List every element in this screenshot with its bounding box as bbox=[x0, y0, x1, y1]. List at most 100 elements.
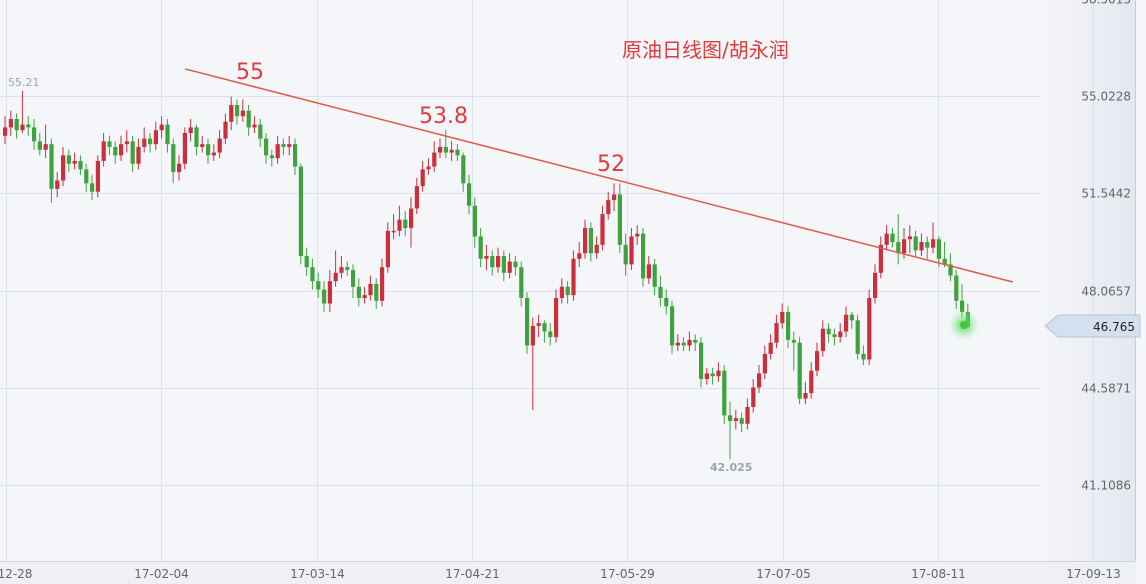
candle-up bbox=[577, 242, 582, 268]
candle-body bbox=[635, 233, 640, 237]
candle-body bbox=[594, 244, 599, 254]
candle-body bbox=[675, 342, 680, 346]
chart-title: 原油日线图/胡永润 bbox=[622, 38, 789, 62]
candle-up bbox=[809, 362, 814, 399]
last-price-tag: 46.765 bbox=[1044, 314, 1141, 338]
candle-up bbox=[438, 138, 443, 159]
candle-up bbox=[136, 138, 141, 170]
high-label: 55.21 bbox=[8, 76, 40, 89]
candle-up bbox=[43, 124, 48, 159]
candle-up bbox=[240, 99, 245, 122]
candle-body bbox=[124, 141, 129, 145]
candle-down bbox=[513, 256, 518, 276]
candle-up bbox=[931, 222, 936, 254]
candle-body bbox=[130, 141, 135, 164]
candle-body bbox=[426, 166, 431, 170]
candle-body bbox=[780, 311, 785, 324]
candle-body bbox=[693, 339, 698, 343]
candle-down bbox=[623, 233, 628, 276]
candle-body bbox=[652, 264, 657, 287]
candle-up bbox=[252, 116, 257, 133]
candle-body bbox=[229, 105, 234, 122]
candle-body bbox=[641, 233, 646, 279]
candle-down bbox=[293, 138, 298, 175]
candle-body bbox=[409, 208, 414, 229]
candle-body bbox=[101, 141, 106, 161]
candle-body bbox=[704, 373, 709, 380]
candle-body bbox=[177, 163, 182, 173]
candle-body bbox=[960, 300, 965, 312]
candle-down bbox=[264, 132, 269, 164]
candle-body bbox=[716, 370, 721, 377]
x-tick-label: 17-02-04 bbox=[134, 567, 188, 581]
candle-down bbox=[791, 331, 796, 371]
candle-body bbox=[26, 124, 31, 128]
candle-up bbox=[757, 365, 762, 394]
candle-down bbox=[194, 124, 199, 156]
candle-body bbox=[240, 110, 245, 117]
candle-body bbox=[200, 144, 205, 147]
candle-body bbox=[554, 297, 559, 338]
candle-body bbox=[217, 138, 222, 153]
trendline[interactable] bbox=[184, 68, 1013, 283]
candle-body bbox=[525, 297, 530, 346]
candle-body bbox=[606, 200, 611, 215]
candle-body bbox=[8, 119, 13, 128]
candle-up bbox=[675, 334, 680, 352]
candle-body bbox=[600, 214, 605, 245]
x-axis-ticks: 12-28 17-02-04 17-03-14 17-04-21 17-05-29 17-… bbox=[0, 567, 1121, 581]
candle-body bbox=[420, 169, 425, 187]
candle-body bbox=[327, 281, 332, 304]
candle-body bbox=[333, 272, 338, 282]
candle-down bbox=[681, 337, 686, 352]
candle-down bbox=[281, 138, 286, 156]
candle-down bbox=[797, 337, 802, 405]
candle-up bbox=[716, 362, 721, 382]
candle-up bbox=[159, 116, 164, 139]
candle-body bbox=[78, 160, 83, 170]
candle-up bbox=[496, 247, 501, 273]
candle-up bbox=[432, 141, 437, 173]
candle-up bbox=[380, 258, 385, 307]
candle-up bbox=[229, 96, 234, 131]
candle-down bbox=[304, 247, 309, 276]
candle-body bbox=[757, 373, 762, 388]
candle-body bbox=[513, 261, 518, 268]
candle-body bbox=[878, 244, 883, 273]
candle-body bbox=[20, 124, 25, 131]
candle-up bbox=[768, 334, 773, 360]
candle-body bbox=[907, 236, 912, 240]
x-tick-label: 17-08-11 bbox=[911, 567, 965, 581]
candle-body bbox=[258, 124, 263, 139]
candle-up bbox=[762, 345, 767, 380]
candles bbox=[3, 90, 970, 460]
candle-body bbox=[235, 105, 240, 117]
candle-up bbox=[72, 152, 77, 170]
annotation-53-8: 53.8 bbox=[419, 104, 468, 129]
candle-body bbox=[136, 146, 141, 164]
candle-body bbox=[90, 183, 95, 192]
candle-down bbox=[113, 141, 118, 164]
candle-up bbox=[223, 113, 228, 145]
y-tick-label: 44.5871 bbox=[1081, 382, 1131, 396]
candle-body bbox=[107, 141, 112, 147]
candle-down bbox=[519, 261, 524, 307]
candle-body bbox=[629, 236, 634, 265]
candle-down bbox=[501, 250, 506, 282]
candle-body bbox=[368, 283, 373, 296]
candle-up bbox=[745, 398, 750, 430]
candle-body bbox=[536, 323, 541, 326]
candle-body bbox=[14, 119, 19, 131]
candle-body bbox=[403, 219, 408, 229]
candle-body bbox=[478, 236, 483, 259]
candle-body bbox=[304, 256, 309, 268]
candle-body bbox=[211, 152, 216, 156]
candle-up bbox=[878, 236, 883, 279]
candle-body bbox=[391, 230, 396, 233]
candle-body bbox=[37, 141, 42, 150]
x-tick-label: 17-04-21 bbox=[445, 567, 499, 581]
candle-body bbox=[896, 242, 901, 254]
candle-down bbox=[345, 261, 350, 276]
candle-down bbox=[954, 269, 959, 310]
